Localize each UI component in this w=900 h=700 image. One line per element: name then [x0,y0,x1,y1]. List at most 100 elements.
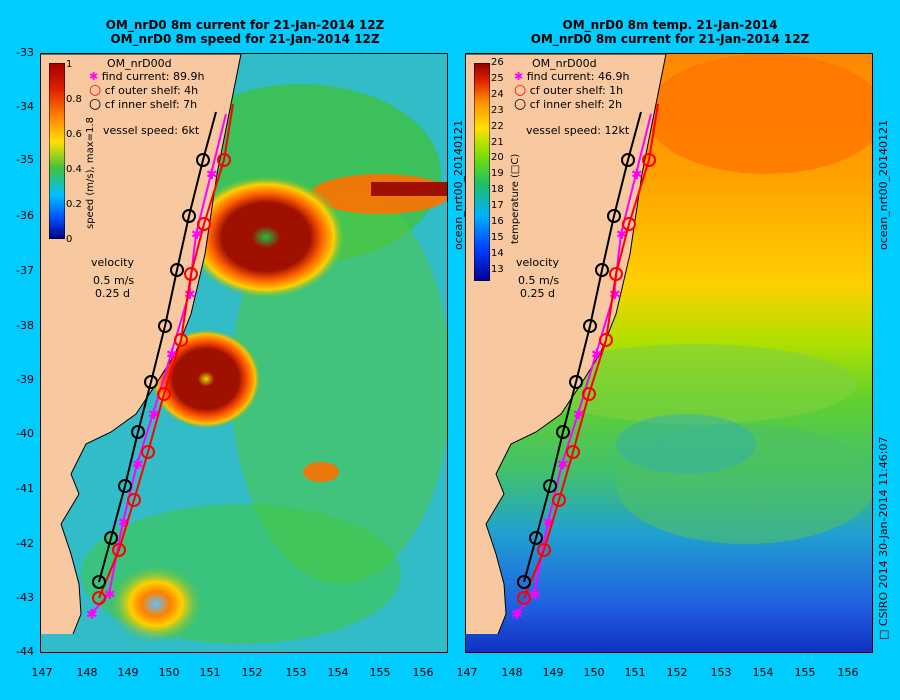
y-tick: -35 [16,153,34,166]
find-current-route-marker: ✱ [529,587,541,603]
x-tick: 153 [710,666,732,679]
y-tick: -39 [16,373,34,386]
colorbar-tick: 21 [491,136,504,148]
legend-inner-shelf: ○ cf inner shelf: 7h [89,96,198,112]
colorbar-tick: 15 [491,231,504,243]
y-tick: -40 [16,427,34,440]
colorbar-tick: 14 [491,247,504,259]
outer-shelf-route-marker [642,153,656,167]
left-title-2: OM_nrD0 8m speed for 21-Jan-2014 12Z [110,32,380,46]
speed-colorbar [49,63,65,239]
find-current-route-marker: ✱ [557,457,569,473]
x-tick: 155 [794,666,816,679]
colorbar-tick: 0 [66,234,73,245]
x-tick: 155 [369,666,391,679]
x-tick: 156 [837,666,859,679]
colorbar-tick: 18 [491,184,504,196]
find-current-route-marker: ✱ [609,287,621,303]
circle-icon: ○ [514,96,527,112]
y-tick: -33 [16,46,34,59]
legend-find-current: ✱ find current: 89.9h [89,70,205,83]
outer-shelf-route-marker [157,387,171,401]
left-map-panel[interactable]: ✱ ✱ ✱ ✱ ✱ ✱ ✱ ✱ ✱ 1 0.8 0.6 0.4 0.2 0 speed (m/s… [40,53,448,653]
outer-shelf-route-marker [127,493,141,507]
outer-shelf-route-marker [599,333,613,347]
y-tick: -42 [16,537,34,550]
colorbar-tick: 0.6 [66,129,82,140]
x-tick: 147 [456,666,478,679]
y-tick: -38 [16,319,34,332]
inner-shelf-route-marker [131,425,145,439]
colorbar-tick: 17 [491,200,504,212]
find-current-route-marker: ✱ [184,287,196,303]
outer-shelf-route-marker [622,217,636,231]
find-current-route-marker: ✱ [616,227,628,243]
outer-shelf-route-marker [582,387,596,401]
outer-shelf-route-marker [112,543,126,557]
find-current-route-marker: ✱ [132,457,144,473]
inner-shelf-route-marker [92,575,106,589]
speed-map: ✱ ✱ ✱ ✱ ✱ ✱ ✱ ✱ ✱ [41,54,447,652]
legend-outer-shelf: ○ cf outer shelf: 4h [89,82,199,98]
legend-inner-shelf: ○ cf inner shelf: 2h [514,96,623,112]
x-tick: 151 [199,666,221,679]
inner-shelf-route-marker [621,153,635,167]
inner-shelf-route-marker [158,319,172,333]
velocity-time: 0.25 d [95,287,130,300]
inner-shelf-route-marker [569,375,583,389]
run-label-middle: ocean_nrt00_20140121 [452,119,465,250]
legend-find-current: ✱ find current: 46.9h [514,70,630,83]
x-tick: 154 [327,666,349,679]
y-tick: -36 [16,209,34,222]
outer-shelf-route-marker [566,445,580,459]
colorbar-tick: 13 [491,263,504,275]
colorbar-tick: 22 [491,120,504,132]
vessel-speed: vessel speed: 12kt [526,124,630,137]
inner-shelf-route-marker [196,153,210,167]
velocity-scale: 0.5 m/s [518,274,560,287]
y-tick: -34 [16,100,34,113]
inner-shelf-route-marker [595,263,609,277]
find-current-route-marker: ✱ [573,407,585,423]
find-current-route-marker: ✱ [631,167,643,183]
outer-shelf-route-marker [184,267,198,281]
model-label: OM_nrD00d [532,57,597,70]
vessel-speed: vessel speed: 6kt [103,124,200,137]
colorbar-tick: 0.8 [66,94,82,105]
x-tick: 147 [31,666,53,679]
circle-icon: ○ [89,96,102,112]
inner-shelf-route-marker [144,375,158,389]
x-tick: 153 [285,666,307,679]
colorbar-tick: 24 [491,88,504,100]
find-current-route-marker: ✱ [191,227,203,243]
outer-shelf-route-marker [141,445,155,459]
x-tick: 150 [583,666,605,679]
find-current-route-marker: ✱ [511,607,523,623]
colorbar-tick: 26 [491,57,504,68]
velocity-scale: 0.5 m/s [93,274,135,287]
colorbar-tick: 20 [491,152,504,164]
colorbar-tick: 25 [491,72,504,84]
find-current-route-marker: ✱ [543,515,555,531]
inner-shelf-route-marker [182,209,196,223]
y-tick: -44 [16,645,34,658]
x-tick: 156 [412,666,434,679]
outer-shelf-route-line [523,103,659,599]
colorbar-label: temperature (□C) [510,153,521,244]
find-current-route-marker: ✱ [118,515,130,531]
velocity-title: velocity [516,256,559,269]
velocity-title: velocity [91,256,134,269]
colorbar-tick: 1 [66,59,73,70]
right-title-1: OM_nrD0 8m temp. 21-Jan-2014 [562,18,778,32]
x-tick: 152 [666,666,688,679]
circle-icon: ○ [89,82,102,98]
inner-shelf-route-marker [583,319,597,333]
inner-shelf-route-marker [556,425,570,439]
right-map-panel[interactable]: ✱ ✱ ✱ ✱ ✱ ✱ ✱ ✱ ✱ 26 25 24 23 22 21 20 19 18 17 16 15 14 13 t… [465,53,873,653]
inner-shelf-route-marker [118,479,132,493]
outer-shelf-route-marker [537,543,551,557]
find-current-route-marker: ✱ [591,347,603,363]
x-tick: 148 [76,666,98,679]
model-label: OM_nrD00d [107,57,172,70]
velocity-time: 0.25 d [520,287,555,300]
